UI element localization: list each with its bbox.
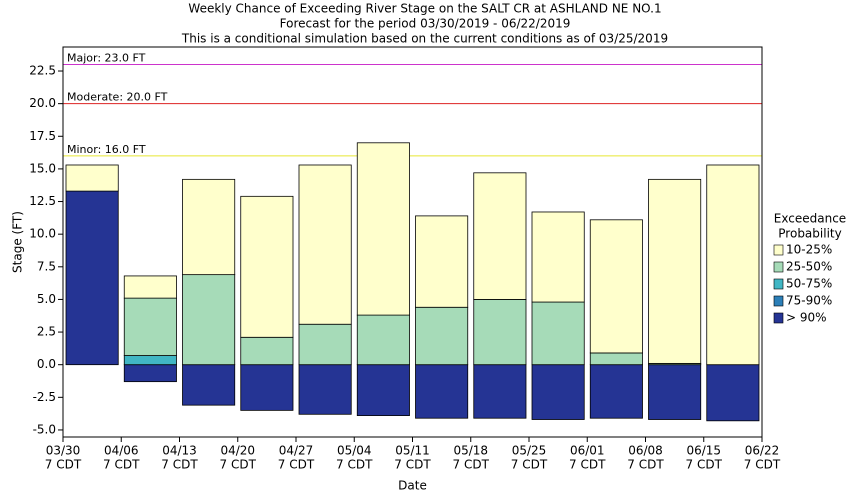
y-tick-label: 22.5	[29, 64, 56, 78]
bar-segment	[65, 164, 119, 192]
y-tick-label: 7.5	[37, 259, 56, 273]
legend-title: Probability	[778, 227, 841, 241]
y-axis-label: Stage (FT)	[11, 211, 25, 273]
bar-segment	[240, 336, 294, 366]
x-tick-label: 06/01	[570, 444, 605, 458]
y-tick-label: 10.0	[29, 227, 56, 241]
threshold-label: Moderate: 20.0 FT	[67, 91, 168, 104]
bar-segment	[589, 352, 643, 366]
legend-swatch	[773, 261, 784, 273]
bar-segment	[298, 323, 352, 366]
x-tick-time: 7 CDT	[453, 458, 490, 472]
legend-label: > 90%	[786, 311, 827, 325]
x-tick-time: 7 CDT	[394, 458, 431, 472]
threshold-label: Minor: 16.0 FT	[67, 143, 146, 156]
x-tick-label: 04/13	[162, 444, 197, 458]
y-tick-label: 20.0	[29, 96, 56, 110]
legend-swatch	[773, 295, 784, 307]
bar-segment	[356, 142, 410, 316]
x-tick-time: 7 CDT	[744, 458, 781, 472]
threshold-label: Major: 23.0 FT	[67, 51, 146, 64]
y-tick-label: 0.0	[37, 357, 56, 371]
x-tick-time: 7 CDT	[45, 458, 82, 472]
bar-segment	[65, 190, 119, 366]
x-tick-time: 7 CDT	[627, 458, 664, 472]
y-tick-label: 17.5	[29, 129, 56, 143]
bar-segment	[473, 172, 527, 300]
bar-segment	[706, 364, 760, 422]
legend-swatch	[773, 278, 784, 290]
bar-segment	[415, 306, 469, 366]
x-tick-time: 7 CDT	[278, 458, 315, 472]
bar-segment	[123, 355, 177, 366]
bar-segment	[123, 364, 177, 383]
bar-segment	[531, 364, 585, 420]
y-tick-label: 5.0	[37, 292, 56, 306]
x-tick-label: 06/15	[686, 444, 721, 458]
bar-segment	[531, 301, 585, 366]
bar-segment	[415, 364, 469, 419]
legend-label: 50-75%	[786, 277, 832, 291]
chart-title: Weekly Chance of Exceeding River Stage o…	[188, 2, 661, 16]
x-tick-label: 04/27	[279, 444, 314, 458]
bar-segment	[473, 364, 527, 419]
x-tick-time: 7 CDT	[686, 458, 723, 472]
x-tick-label: 05/25	[512, 444, 547, 458]
bar-segment	[182, 274, 236, 366]
x-tick-label: 05/18	[453, 444, 488, 458]
y-tick-label: 15.0	[29, 161, 56, 175]
bar-segment	[473, 299, 527, 366]
bar-segment	[356, 314, 410, 366]
x-tick-label: 03/30	[46, 444, 81, 458]
legend-label: 75-90%	[786, 294, 832, 308]
legend-swatch	[773, 312, 784, 324]
x-tick-time: 7 CDT	[336, 458, 373, 472]
legend-title: Exceedance	[774, 212, 846, 226]
y-tick-label: 2.5	[37, 325, 56, 339]
bar-segment	[240, 364, 294, 411]
x-tick-label: 04/20	[220, 444, 255, 458]
chart-title: Forecast for the period 03/30/2019 - 06/…	[280, 17, 571, 31]
x-tick-label: 04/06	[104, 444, 139, 458]
bar-segment	[356, 364, 410, 416]
bar-segment	[531, 211, 585, 303]
legend-label: 25-50%	[786, 260, 832, 274]
x-tick-label: 06/08	[628, 444, 663, 458]
x-tick-label: 05/04	[337, 444, 372, 458]
y-tick-label: 12.5	[29, 194, 56, 208]
chart-title: This is a conditional simulation based o…	[181, 32, 668, 46]
bar-segment	[298, 364, 352, 415]
legend-label: 10-25%	[786, 243, 832, 257]
bar-segment	[589, 364, 643, 419]
bar-segment	[298, 164, 352, 325]
x-tick-label: 06/22	[745, 444, 780, 458]
bar-segment	[415, 215, 469, 308]
bar-segment	[589, 219, 643, 354]
x-tick-time: 7 CDT	[103, 458, 140, 472]
bar-segment	[706, 164, 760, 366]
bar-segment	[648, 178, 702, 364]
x-tick-time: 7 CDT	[511, 458, 548, 472]
legend-swatch	[773, 244, 784, 256]
bar-segment	[648, 364, 702, 420]
x-tick-time: 7 CDT	[220, 458, 257, 472]
x-tick-time: 7 CDT	[569, 458, 606, 472]
bar-segment	[123, 275, 177, 299]
x-tick-time: 7 CDT	[161, 458, 198, 472]
x-tick-label: 05/11	[395, 444, 430, 458]
x-axis-label: Date	[398, 479, 427, 493]
bar-segment	[182, 178, 236, 276]
bar-segment	[123, 297, 177, 356]
y-tick-label: -2.5	[33, 390, 56, 404]
bar-segment	[240, 195, 294, 338]
y-tick-label: -5.0	[33, 422, 56, 436]
bar-segment	[182, 364, 236, 406]
